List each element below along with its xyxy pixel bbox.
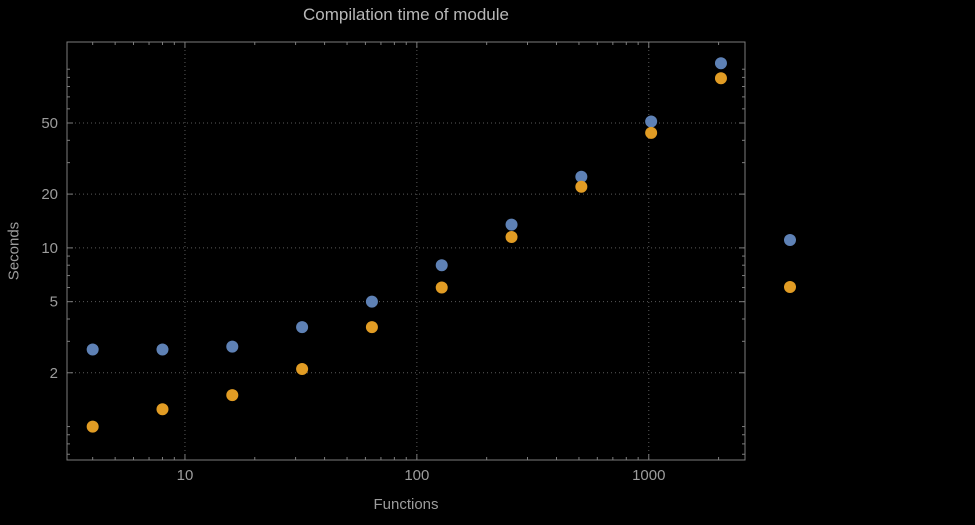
series-orange-point <box>226 389 239 402</box>
series-blue-point <box>575 170 588 183</box>
x-axis-label: Functions <box>373 496 439 513</box>
series-blue-point <box>714 57 727 70</box>
series-blue-point <box>226 340 239 353</box>
series-blue-legend-marker <box>784 234 796 246</box>
y-tick-label: 20 <box>41 186 58 203</box>
plot-frame <box>66 41 746 461</box>
series-blue-point <box>296 321 309 334</box>
series-orange-point <box>435 281 448 294</box>
chart-title: Compilation time of module <box>303 5 509 24</box>
series-orange-point <box>575 180 588 193</box>
series-blue-point <box>365 295 378 308</box>
series-orange-point <box>296 362 309 375</box>
x-tick-label: 100 <box>404 467 429 484</box>
series-blue-point <box>435 259 448 272</box>
series-orange-point <box>156 403 169 416</box>
series-orange-point <box>645 126 658 139</box>
series-orange-legend-marker <box>784 281 796 293</box>
series-orange-point <box>505 231 518 244</box>
y-tick-label: 5 <box>50 294 58 311</box>
y-tick-label: 2 <box>50 365 58 382</box>
series-blue-point <box>645 115 658 128</box>
x-tick-label: 10 <box>177 467 194 484</box>
y-tick-label: 10 <box>41 240 58 257</box>
series-orange-point <box>365 321 378 334</box>
series-orange-point <box>714 72 727 85</box>
y-tick-label: 50 <box>41 115 58 132</box>
series-blue-point <box>156 343 169 356</box>
x-tick-label: 1000 <box>632 467 665 484</box>
series-blue-point <box>86 343 99 356</box>
series-blue-point <box>505 218 518 231</box>
y-axis-label: Seconds <box>5 221 23 281</box>
series-orange-point <box>86 420 99 433</box>
